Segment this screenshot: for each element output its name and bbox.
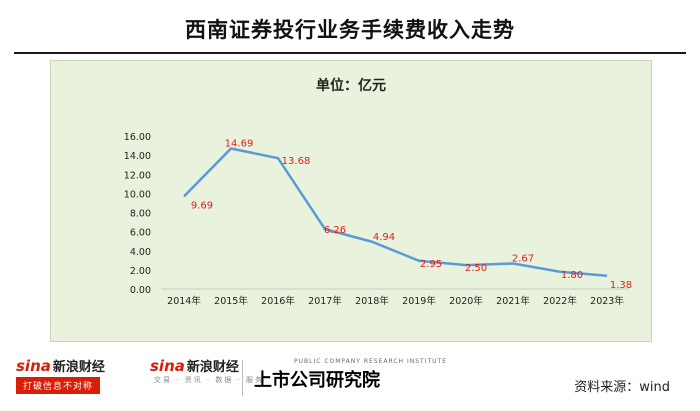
sina2-subline: 交易 · 资讯 · 数据 · 服务 bbox=[154, 376, 265, 384]
sina-wordmark: sina bbox=[16, 357, 51, 375]
x-tick-label: 2023年 bbox=[590, 295, 624, 307]
x-tick-label: 2018年 bbox=[355, 295, 389, 307]
x-tick-label: 2017年 bbox=[308, 295, 342, 307]
x-tick-label: 2022年 bbox=[543, 295, 577, 307]
footer: sina 新浪财经 打破信息不对称 sina 新浪财经 交易 · 资讯 · 数据 ·… bbox=[0, 350, 700, 411]
data-label: 1.80 bbox=[561, 270, 583, 281]
unit-label: 单位：亿元 bbox=[316, 77, 386, 94]
x-tick-label: 2014年 bbox=[167, 295, 201, 307]
y-tick-label: 4.00 bbox=[130, 247, 151, 258]
data-label: 9.69 bbox=[191, 200, 213, 211]
y-tick-label: 16.00 bbox=[124, 132, 151, 143]
y-tick-label: 8.00 bbox=[130, 209, 151, 220]
research-institute-name: 上市公司研究院 bbox=[254, 370, 380, 391]
data-source: 资料来源：wind bbox=[574, 380, 670, 395]
sina2-finance-name: 新浪财经 bbox=[186, 360, 239, 375]
data-label: 2.50 bbox=[465, 263, 487, 274]
sina2-wordmark: sina bbox=[150, 357, 185, 375]
y-tick-label: 2.00 bbox=[130, 266, 151, 277]
chart-title: 西南证券投行业务手续费收入走势 bbox=[185, 18, 515, 42]
data-label: 2.95 bbox=[420, 259, 442, 270]
sina-finance-logo-secondary[interactable]: sina 新浪财经 交易 · 资讯 · 数据 · 服务 bbox=[150, 356, 264, 385]
data-label: 14.69 bbox=[225, 139, 254, 150]
data-label: 6.26 bbox=[324, 225, 346, 236]
x-tick-label: 2021年 bbox=[496, 295, 530, 307]
y-tick-label: 0.00 bbox=[130, 285, 151, 296]
sina-tagline: 打破信息不对称 bbox=[16, 377, 100, 394]
data-label: 13.68 bbox=[282, 156, 311, 167]
chart-panel: 单位：亿元 0.00 2.00 4.00 6.00 8.00 10.00 12.00 14.00… bbox=[50, 60, 652, 342]
research-institute-logo[interactable]: PUBLIC COMPANY RESEARCH INSTITUTE 上市公司研究… bbox=[254, 358, 447, 392]
data-label: 1.38 bbox=[610, 280, 632, 291]
sina-finance-logo[interactable]: sina 新浪财经 打破信息不对称 bbox=[16, 356, 108, 394]
series-line bbox=[183, 147, 608, 278]
sina-finance-name: 新浪财经 bbox=[52, 360, 105, 375]
data-label: 2.67 bbox=[512, 253, 534, 264]
x-tick-label: 2019年 bbox=[402, 295, 436, 307]
x-tick-label: 2020年 bbox=[449, 295, 483, 307]
y-tick-label: 6.00 bbox=[130, 228, 151, 239]
x-tick-label: 2015年 bbox=[214, 295, 248, 307]
y-tick-label: 12.00 bbox=[124, 170, 151, 181]
data-label: 4.94 bbox=[373, 232, 395, 243]
x-tick-label: 2016年 bbox=[261, 295, 295, 307]
y-tick-label: 14.00 bbox=[124, 151, 151, 162]
research-english-name: PUBLIC COMPANY RESEARCH INSTITUTE bbox=[294, 358, 447, 365]
logo-divider bbox=[242, 360, 243, 396]
title-divider bbox=[14, 52, 686, 54]
line-chart: 单位：亿元 0.00 2.00 4.00 6.00 8.00 10.00 12.00 14.00… bbox=[124, 77, 632, 307]
y-tick-label: 10.00 bbox=[124, 189, 151, 200]
